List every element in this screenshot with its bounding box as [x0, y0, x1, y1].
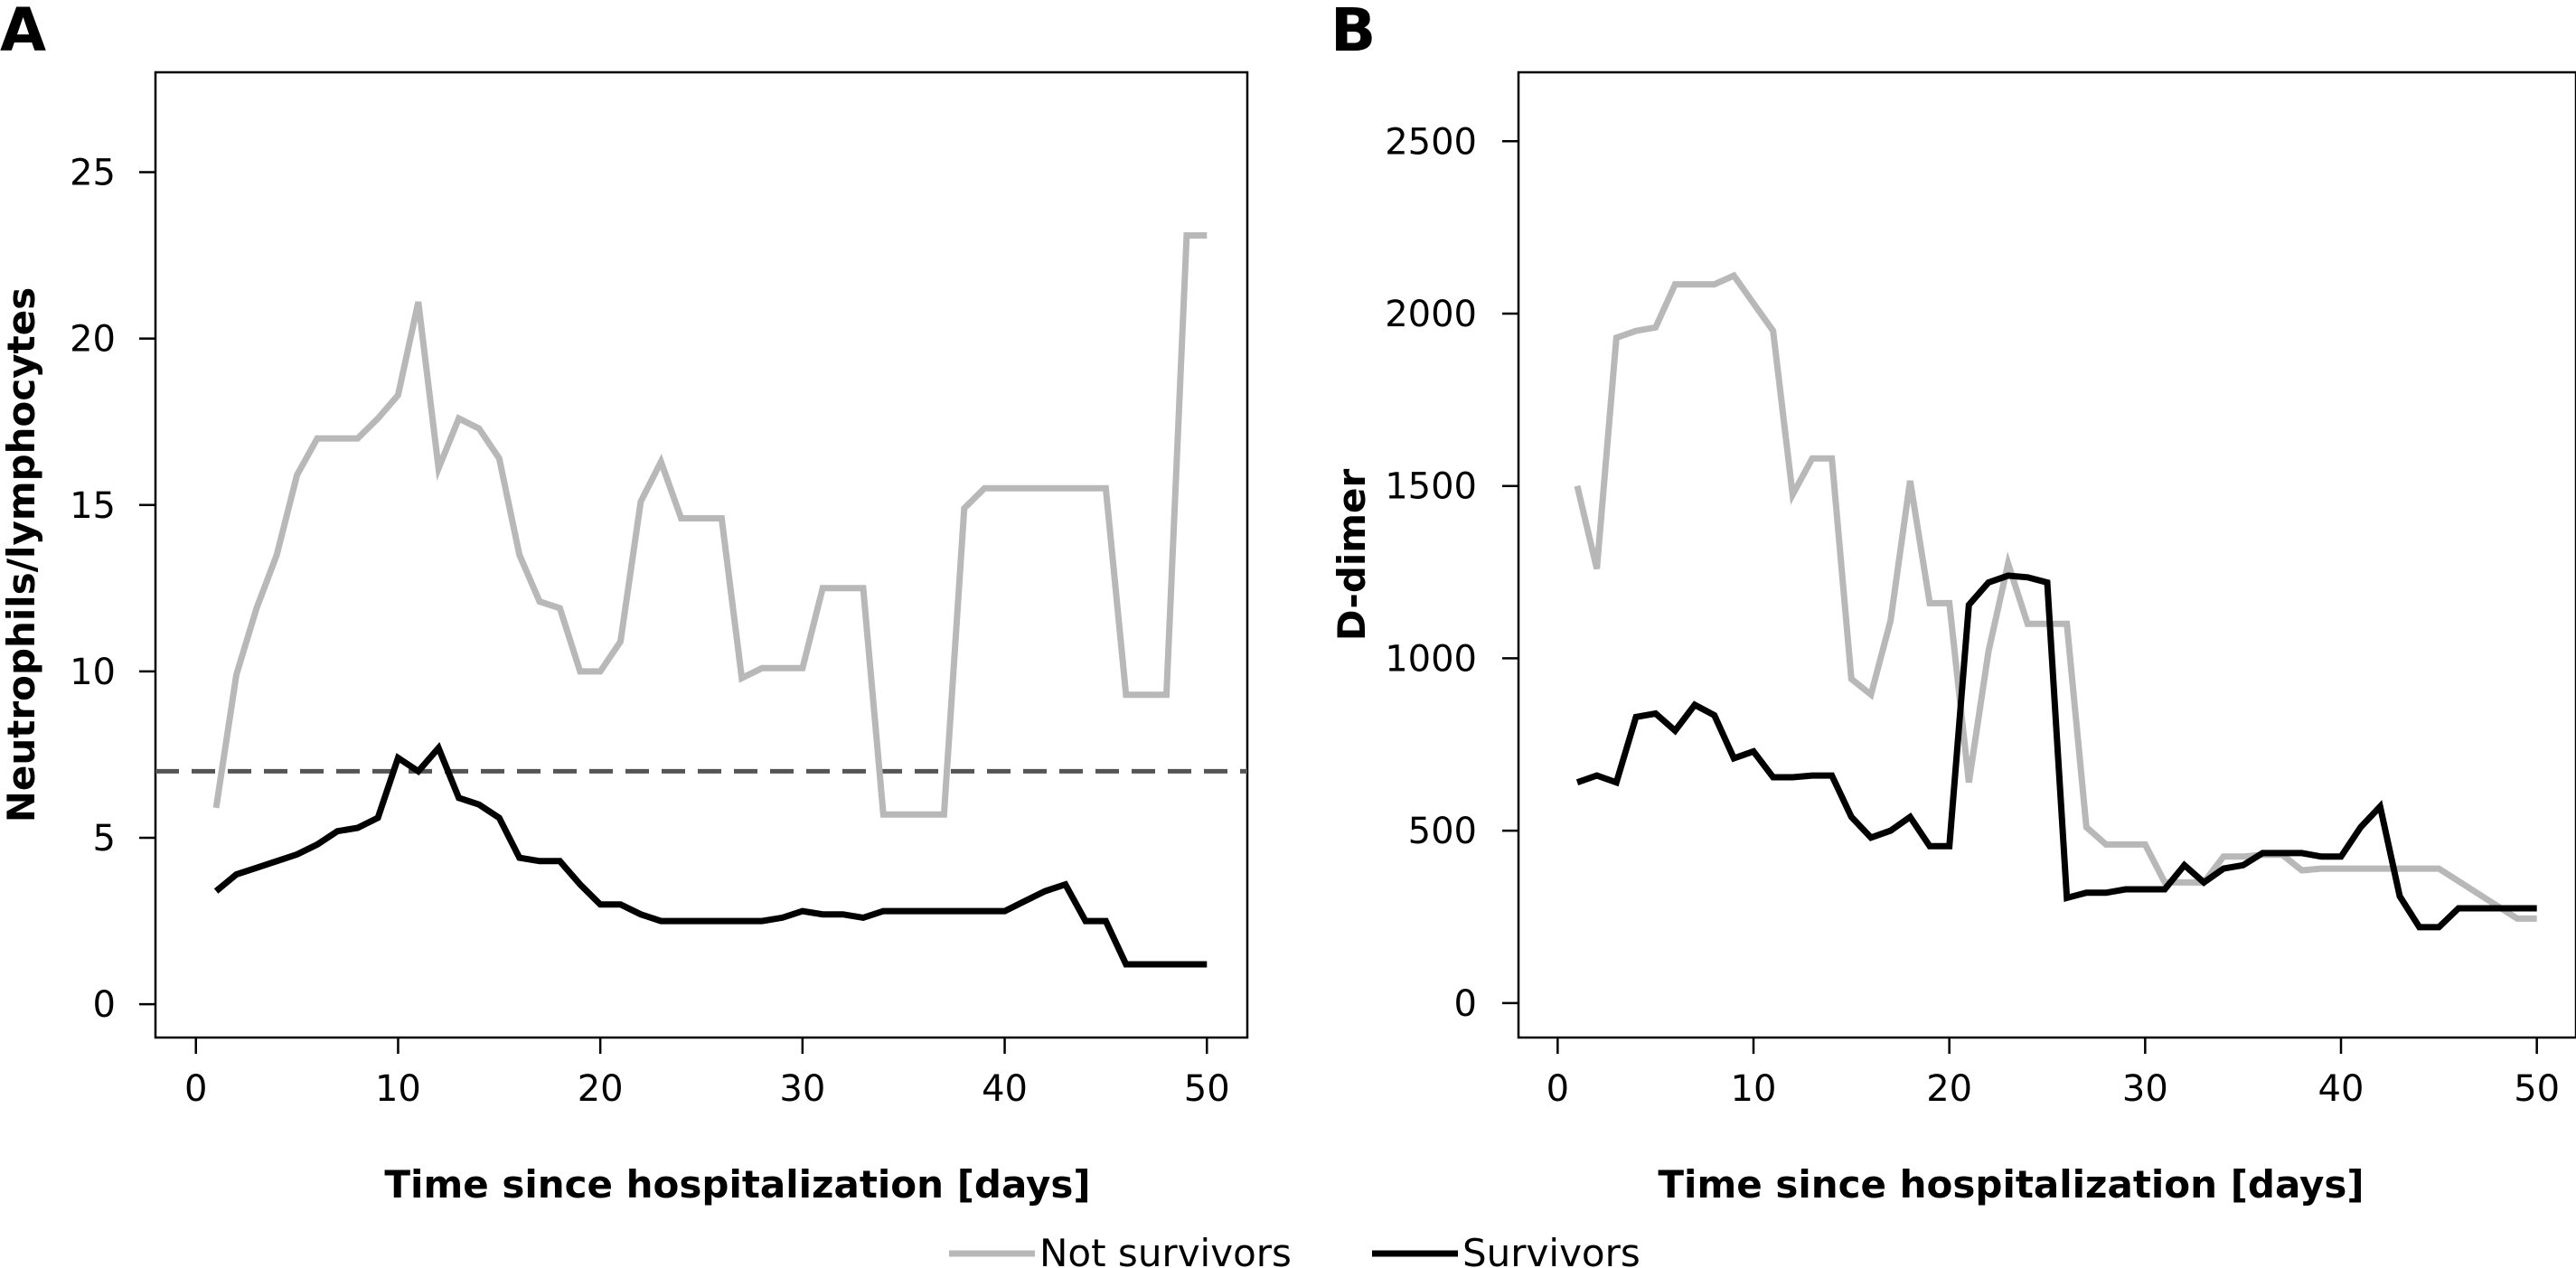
legend: Not survivors Survivors — [949, 1231, 1641, 1268]
series-line-not-survivors-a — [212, 232, 1208, 818]
y-tick-label-a: 10 — [70, 652, 116, 693]
plot-frame-a — [154, 70, 1249, 1039]
x-tick-label-b: 0 — [1547, 1068, 1569, 1110]
legend-label-survivors: Survivors — [1462, 1231, 1641, 1268]
x-tick-label-a: 10 — [375, 1068, 421, 1110]
y-tick-label-b: 1000 — [1385, 638, 1477, 680]
series-line-not-survivors-b — [1574, 271, 2537, 922]
x-tick-label-b: 20 — [1926, 1068, 1972, 1110]
panel-letter-a: A — [0, 0, 46, 65]
y-tick-label-b: 0 — [1454, 983, 1477, 1025]
y-tick-label-b: 500 — [1408, 811, 1477, 852]
x-axis-title-b: Time since hospitalization [days] — [1658, 1162, 2364, 1207]
x-tick-label-a: 50 — [1184, 1068, 1230, 1110]
y-tick-label-a: 5 — [93, 818, 116, 859]
x-tick-label-a: 40 — [982, 1068, 1028, 1110]
y-tick-label-a: 15 — [70, 485, 116, 527]
series-line-survivors-a — [213, 741, 1208, 968]
y-tick-label-b: 1500 — [1385, 466, 1477, 508]
y-tick-label-b: 2000 — [1385, 294, 1477, 335]
x-tick-label-a: 30 — [779, 1068, 825, 1110]
y-tick-label-b: 2500 — [1385, 121, 1477, 163]
y-tick-label-a: 25 — [70, 152, 116, 193]
y-tick-label-a: 0 — [93, 984, 116, 1026]
x-tick-label-a: 20 — [578, 1068, 624, 1110]
x-tick-label-b: 50 — [2514, 1068, 2560, 1110]
x-tick-label-b: 40 — [2318, 1068, 2364, 1110]
y-axis-title-a: Neutrophils/lymphocytes — [0, 287, 43, 822]
x-axis-title-a: Time since hospitalization [days] — [384, 1162, 1090, 1207]
plot-frame-b — [1517, 70, 2576, 1039]
panel-a: A 0 10 20 30 40 50 0 5 10 15 20 25 Time since hospita… — [0, 0, 1249, 1207]
y-tick-label-a: 20 — [70, 319, 116, 361]
x-tick-label-b: 10 — [1731, 1068, 1777, 1110]
legend-label-not-survivors: Not survivors — [1039, 1231, 1292, 1268]
panel-letter-b: B — [1330, 0, 1376, 65]
series-line-survivors-b — [1575, 572, 2537, 931]
y-axis-title-b: D-dimer — [1330, 468, 1374, 641]
x-tick-label-a: 0 — [184, 1068, 207, 1110]
x-tick-label-b: 30 — [2122, 1068, 2168, 1110]
